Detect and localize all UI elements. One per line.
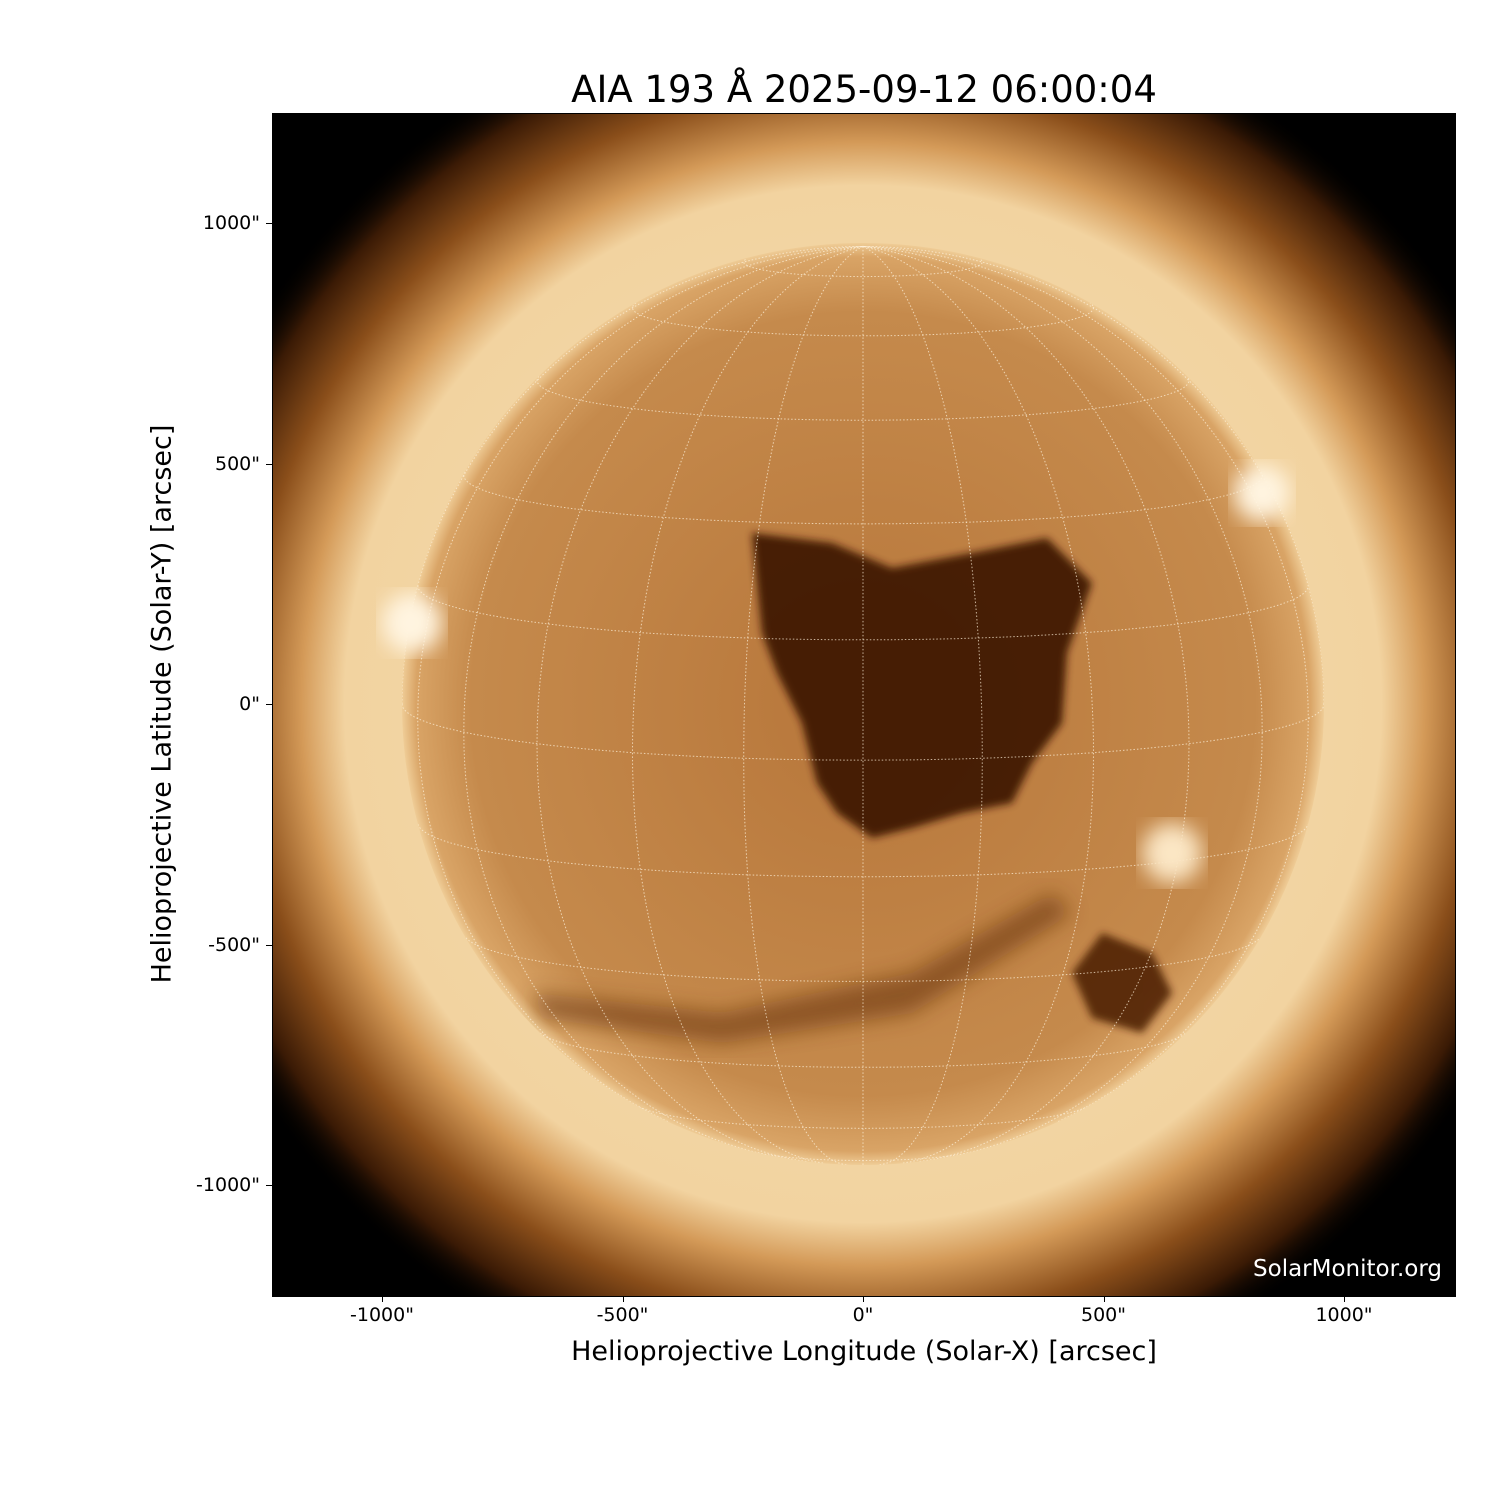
y-tick-mark bbox=[266, 1185, 272, 1186]
coronal-hole-south bbox=[1072, 933, 1172, 1033]
solar-image: SolarMonitor.org bbox=[272, 113, 1456, 1297]
x-tick-mark bbox=[1103, 1296, 1105, 1302]
heliographic-grid bbox=[402, 245, 1324, 1165]
x-tick-label: -1000" bbox=[350, 1304, 414, 1326]
x-tick-mark bbox=[1344, 1296, 1345, 1302]
plot-title: AIA 193 Å 2025-09-12 06:00:04 bbox=[571, 68, 1157, 111]
x-tick-label: -500" bbox=[596, 1304, 649, 1326]
grid-parallel bbox=[631, 302, 1095, 337]
grid-meridian bbox=[862, 245, 1190, 1162]
y-tick-label: -1000" bbox=[196, 1174, 260, 1196]
grid-meridian bbox=[743, 245, 864, 1165]
coronal-hole bbox=[752, 533, 1092, 838]
y-tick-mark bbox=[266, 944, 272, 946]
x-tick-mark bbox=[863, 1296, 864, 1302]
grid-parallel bbox=[639, 1106, 1087, 1129]
x-tick-label: 500" bbox=[1080, 1304, 1127, 1326]
grid-parallel bbox=[539, 1032, 1187, 1068]
bright-region-east bbox=[382, 593, 442, 653]
grid-parallel bbox=[402, 703, 1324, 761]
grid-meridian bbox=[463, 245, 864, 1156]
grid-meridian bbox=[862, 245, 983, 1165]
grid-parallel bbox=[743, 259, 983, 278]
sun-image-svg bbox=[272, 113, 1456, 1297]
bright-region-southwest bbox=[1142, 823, 1202, 883]
y-tick-label: 500" bbox=[214, 452, 260, 475]
grid-meridian bbox=[417, 245, 864, 1123]
y-tick-label: 0" bbox=[239, 693, 260, 715]
x-axis-label: Helioprojective Longitude (Solar-X) [arc… bbox=[571, 1336, 1157, 1367]
y-tick-mark bbox=[266, 704, 272, 705]
grid-parallel bbox=[465, 937, 1261, 982]
x-tick-mark bbox=[382, 1296, 383, 1302]
x-tick-label: 0" bbox=[852, 1304, 874, 1326]
grid-parallel bbox=[463, 471, 1263, 525]
y-tick-label: -500" bbox=[208, 933, 260, 956]
grid-meridian bbox=[862, 245, 1309, 1123]
y-tick-mark bbox=[266, 223, 272, 224]
grid-meridian bbox=[536, 245, 864, 1162]
grid-meridian bbox=[862, 245, 1263, 1156]
x-tick-mark bbox=[622, 1296, 624, 1302]
x-tick-label: 1000" bbox=[1315, 1304, 1373, 1326]
dark-channel bbox=[532, 893, 1072, 1043]
watermark: SolarMonitor.org bbox=[1253, 1256, 1442, 1282]
y-axis-label: Helioprojective Latitude (Solar-Y) [arcs… bbox=[146, 424, 178, 984]
y-tick-mark bbox=[266, 463, 272, 465]
bright-region-west bbox=[1234, 465, 1290, 521]
grid-parallel bbox=[757, 1152, 969, 1161]
y-tick-label: 1000" bbox=[202, 212, 260, 234]
grid-parallel bbox=[417, 585, 1309, 641]
